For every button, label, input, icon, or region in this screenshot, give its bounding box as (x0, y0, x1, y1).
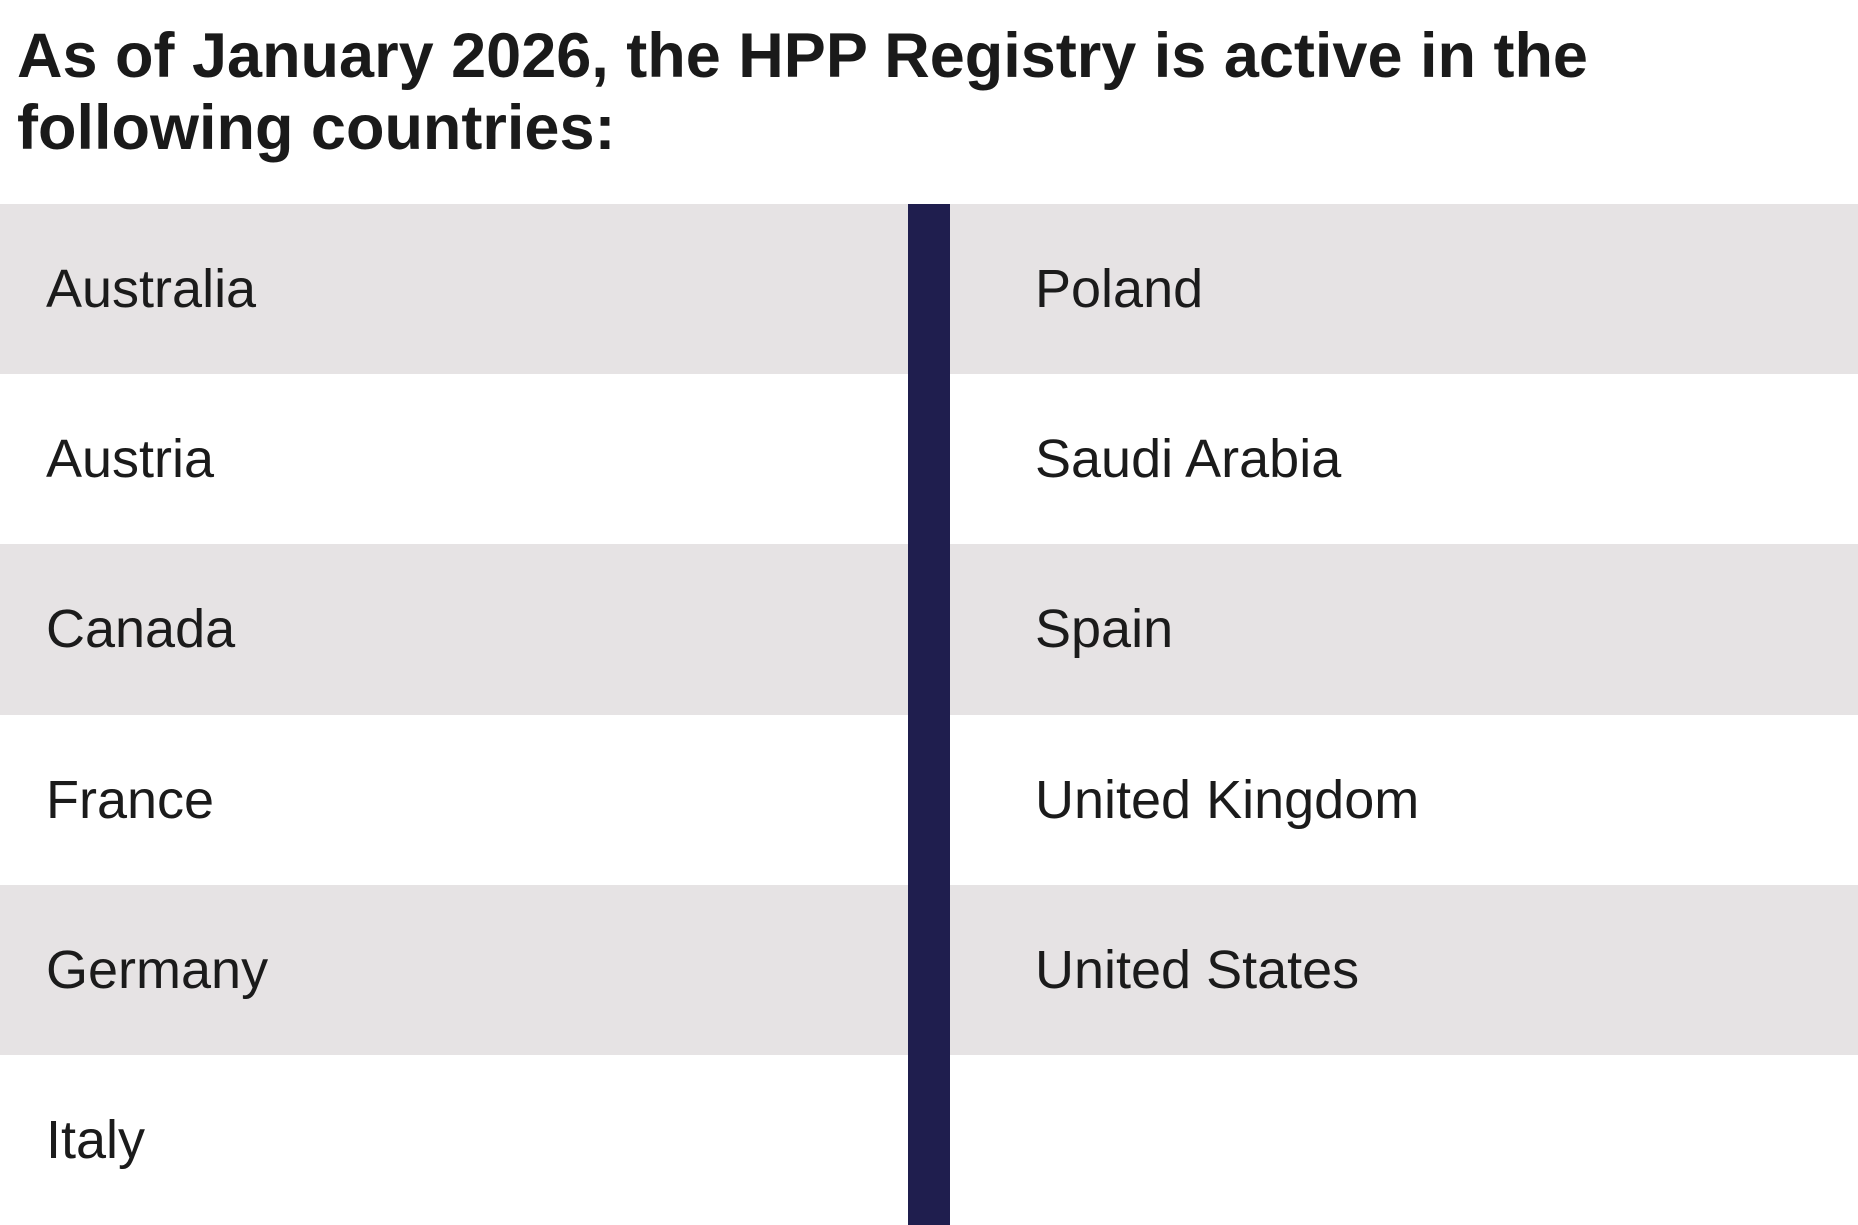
countries-table: Australia Poland Austria Saudi Arabia Ca… (0, 204, 1858, 1225)
column-divider-bar (908, 544, 950, 715)
country-cell: Saudi Arabia (950, 374, 1858, 545)
table-row: France United Kingdom (0, 714, 1858, 885)
column-divider-bar (908, 1054, 950, 1225)
table-row: Canada Spain (0, 544, 1858, 715)
table-row: Austria Saudi Arabia (0, 374, 1858, 545)
country-label: Canada (46, 599, 236, 660)
table-row: Italy (0, 1054, 1858, 1225)
country-label: Saudi Arabia (1035, 429, 1342, 490)
country-label: Germany (46, 939, 269, 1000)
country-cell: United Kingdom (950, 714, 1858, 885)
country-cell: Australia (0, 204, 908, 375)
column-divider-bar (908, 204, 950, 375)
page-title: As of January 2026, the HPP Registry is … (17, 20, 1588, 164)
country-label: Austria (46, 429, 215, 490)
column-divider-bar (908, 374, 950, 545)
table-row: Germany United States (0, 884, 1858, 1055)
country-cell: Canada (0, 544, 908, 715)
country-label: Poland (1035, 259, 1204, 320)
country-label: United States (1035, 939, 1360, 1000)
country-cell: Poland (950, 204, 1858, 375)
country-cell: United States (950, 884, 1858, 1055)
country-cell (950, 1054, 1858, 1225)
country-cell: Italy (0, 1054, 908, 1225)
country-cell: Germany (0, 884, 908, 1055)
country-label: Australia (46, 259, 257, 320)
country-cell: France (0, 714, 908, 885)
country-label: Italy (46, 1109, 146, 1170)
country-label: United Kingdom (1035, 769, 1420, 830)
table-row: Australia Poland (0, 204, 1858, 375)
country-cell: Spain (950, 544, 1858, 715)
column-divider-bar (908, 714, 950, 885)
country-label: Spain (1035, 599, 1174, 660)
country-label: France (46, 769, 215, 830)
page-title-line-1: As of January 2026, the HPP Registry is … (17, 21, 1588, 91)
country-cell: Austria (0, 374, 908, 545)
column-divider-bar (908, 884, 950, 1055)
page-title-line-2: following countries: (17, 93, 616, 163)
